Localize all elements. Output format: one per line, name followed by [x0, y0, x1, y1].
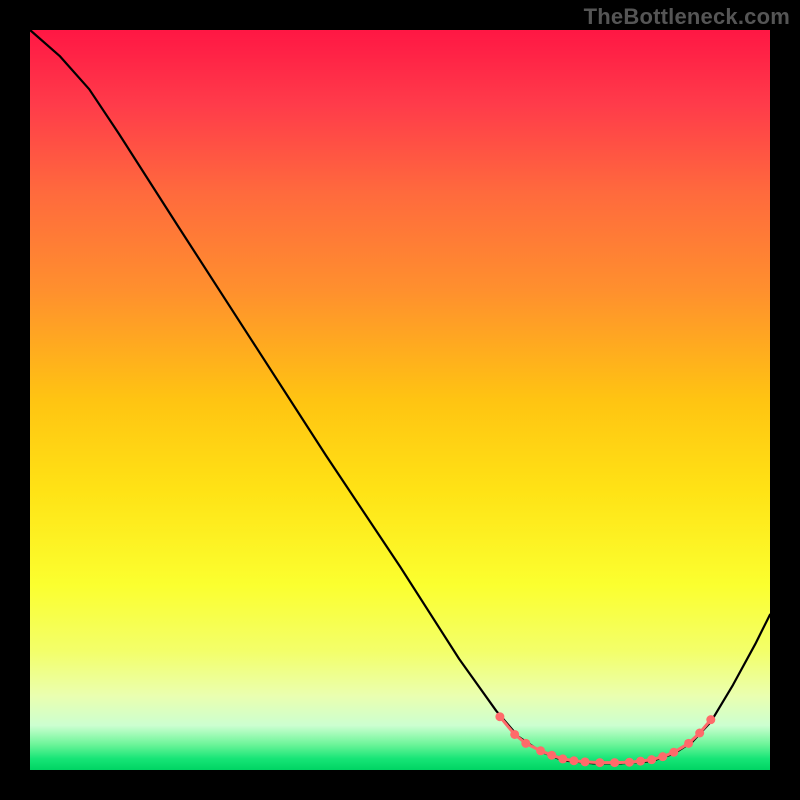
- trough-marker-dot: [669, 748, 678, 757]
- trough-marker-dot: [581, 757, 590, 766]
- trough-marker-dot: [647, 755, 656, 764]
- trough-marker-dot: [495, 712, 504, 721]
- trough-marker-dot: [636, 757, 645, 766]
- chart-container: TheBottleneck.com: [0, 0, 800, 800]
- trough-marker-dot: [536, 746, 545, 755]
- trough-marker-dot: [521, 739, 530, 748]
- trough-marker-dot: [695, 729, 704, 738]
- trough-marker-dot: [684, 739, 693, 748]
- trough-marker-dot: [625, 758, 634, 767]
- trough-marker-dot: [547, 751, 556, 760]
- bottleneck-curve-plot: [0, 0, 800, 800]
- trough-marker-dot: [706, 715, 715, 724]
- plot-background-gradient: [30, 30, 770, 770]
- trough-marker-dot: [658, 752, 667, 761]
- trough-marker-dot: [558, 754, 567, 763]
- trough-marker-dot: [610, 758, 619, 767]
- trough-marker-dot: [569, 756, 578, 765]
- trough-marker-dot: [595, 758, 604, 767]
- trough-marker-dot: [510, 730, 519, 739]
- watermark-text: TheBottleneck.com: [584, 4, 790, 30]
